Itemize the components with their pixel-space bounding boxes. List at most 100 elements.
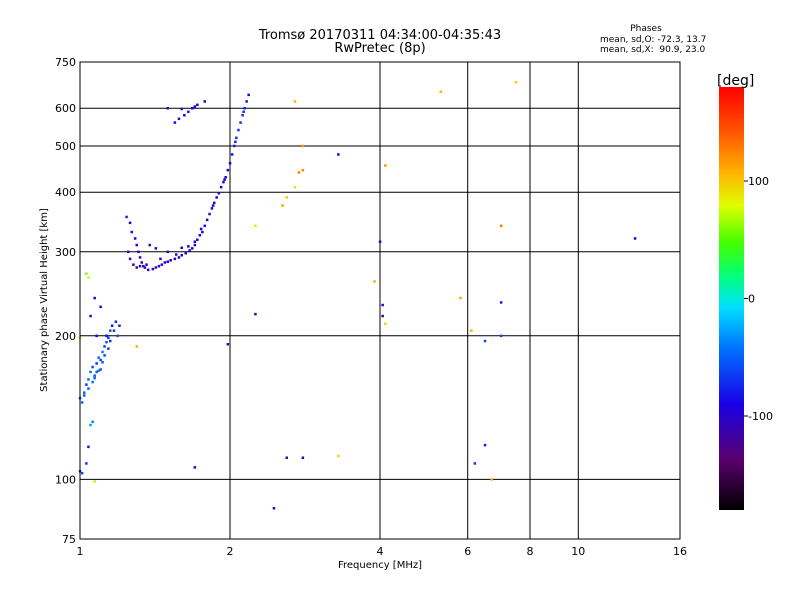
data-point [196,238,199,241]
y-tick-label: 750 [55,56,76,69]
data-point [125,215,128,219]
data-point [226,343,230,346]
x-tick-label: 8 [527,545,534,558]
data-point [166,250,169,254]
data-point [301,168,305,172]
data-point [116,334,119,338]
data-point [173,257,177,261]
data-point [224,176,227,179]
data-point [473,462,477,465]
x-tick-label: 16 [673,545,687,558]
data-point [85,462,88,465]
y-axis-title: Stationary phase Virtual Height [km] [39,208,50,392]
data-point [105,334,108,338]
data-point [101,350,104,354]
colorbar-tick-label: -100 [748,410,773,423]
data-point [223,178,226,181]
phase-stats-x: mean, sd,X: 90.9, 23.0 [600,45,706,55]
colorbar-title: [deg] [717,73,755,89]
data-point [93,374,96,377]
data-point [301,456,305,459]
data-point [114,320,118,323]
data-point [514,81,518,84]
y-tick-label: 400 [55,186,76,199]
data-point [87,445,90,449]
data-point [95,370,98,374]
x-axis-title: Frequency [MHz] [338,560,422,571]
data-point [160,263,164,266]
data-point [169,259,172,262]
data-point [135,243,138,247]
data-point [127,250,130,254]
colorbar-tick-label: 100 [748,175,769,188]
data-point [490,478,493,481]
data-point [180,246,183,249]
data-point [135,266,138,269]
data-point [103,354,106,357]
data-point [381,303,384,307]
data-point [201,230,204,234]
data-point [219,185,223,189]
data-point [193,105,197,108]
data-point [101,361,104,364]
data-point [228,162,232,165]
data-point [247,93,250,97]
data-point [633,237,637,240]
data-points [78,81,637,510]
data-point [166,107,169,110]
data-point [103,345,106,348]
data-point [337,454,340,458]
data-point [205,218,209,222]
data-point [222,180,225,184]
data-point [146,268,150,272]
data-point [91,420,94,424]
data-point [159,257,162,261]
data-point [483,339,487,343]
data-point [215,196,218,199]
x-tick-label: 4 [377,545,384,558]
data-point [381,314,384,318]
data-point [208,212,211,216]
data-point [99,305,102,309]
data-point [163,261,167,264]
data-point [97,356,100,359]
data-point [217,192,221,195]
data-point [173,121,177,124]
data-point [97,369,100,372]
data-point [99,358,102,362]
data-point [105,340,108,344]
data-point [203,100,206,103]
data-point [191,247,194,250]
data-point [337,153,340,156]
data-point [118,324,121,327]
data-point [297,171,301,174]
plot-frame [79,61,681,540]
data-point [439,90,443,93]
colorbar [719,87,744,510]
data-point [254,312,257,316]
data-point [499,224,503,228]
data-point [91,380,94,384]
data-point [99,368,102,371]
data-point [143,266,147,269]
plot-grid [80,62,680,539]
data-point [242,110,245,113]
data-point [193,466,197,469]
data-point [191,107,194,110]
data-point [239,121,242,124]
data-point [213,201,216,205]
data-point [384,164,387,167]
data-point [180,107,183,111]
x-axis-ticks: 1 2 4 6 8 10 16 [77,545,688,558]
data-point [107,336,110,340]
data-point [112,329,116,332]
data-point [109,339,112,343]
x-tick-label: 6 [464,545,471,558]
data-point [83,394,86,397]
y-axis-ticks: 75 100 200 300 400 500 600 750 [55,56,76,546]
data-point [128,257,132,261]
colorbar-tick-label: 0 [748,293,755,306]
data-point [135,345,138,348]
data-point [93,480,96,483]
